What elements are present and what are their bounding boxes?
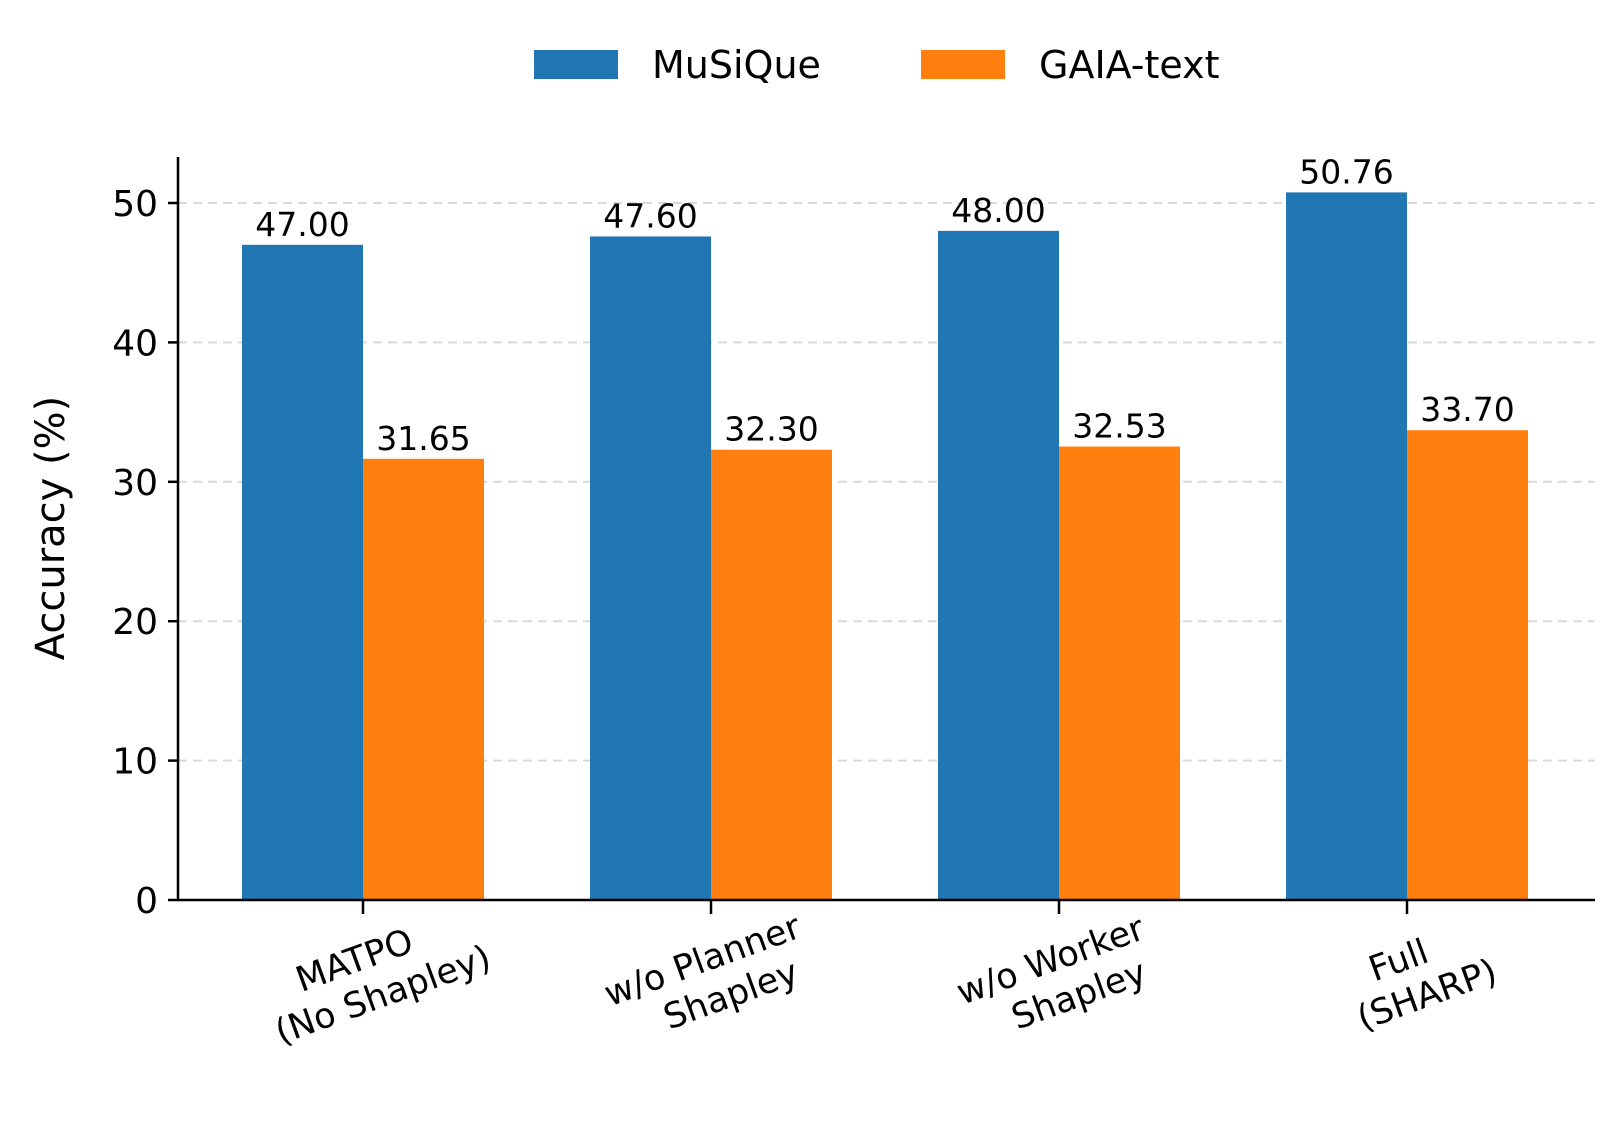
- bar-gaia-text: [711, 449, 832, 900]
- y-tick-label: 0: [135, 881, 158, 922]
- legend-label: MuSiQue: [652, 43, 821, 87]
- y-tick-label: 10: [112, 742, 158, 783]
- y-tick-label: 50: [112, 184, 158, 225]
- x-tick-label: w/o PlannerShapley: [599, 907, 821, 1055]
- bar-gaia-text: [363, 458, 484, 900]
- x-tick-label: Full(SHARP): [1338, 912, 1503, 1039]
- value-labels: 47.00 47.60 48.00 50.76 31.65 32.30 32.53 33.70: [255, 152, 1514, 457]
- x-axis-ticks: MATPO(No Shapley) w/o PlannerShapley w/o W…: [256, 899, 1503, 1055]
- y-tick-label: 20: [112, 602, 158, 643]
- bar-value-label: 32.30: [724, 410, 818, 449]
- bar-value-label: 32.53: [1072, 407, 1166, 446]
- bar-musique: [1286, 192, 1407, 901]
- legend-label: GAIA-text: [1039, 43, 1220, 87]
- bar-value-label: 48.00: [951, 191, 1045, 230]
- y-tick-label: 40: [112, 323, 158, 364]
- bar-gaia-text: [1407, 430, 1528, 900]
- grid-lines: [178, 202, 1595, 762]
- bar-value-label: 33.70: [1420, 390, 1514, 429]
- bar-musique: [590, 236, 711, 901]
- bar-musique: [242, 244, 363, 900]
- legend: MuSiQue GAIA-text: [534, 43, 1220, 87]
- y-axis-ticks: 0 10 20 30 40 50: [112, 184, 178, 922]
- y-axis-title: Accuracy (%): [28, 396, 74, 661]
- y-tick-label: 30: [112, 463, 158, 504]
- bar-value-label: 47.00: [255, 205, 349, 244]
- legend-swatch: [534, 50, 618, 79]
- bar-musique: [938, 230, 1059, 900]
- x-tick-label: w/o WorkerShapley: [952, 909, 1165, 1053]
- bar-value-label: 31.65: [376, 419, 470, 458]
- bar-gaia-text: [1059, 446, 1180, 900]
- legend-swatch: [921, 50, 1005, 79]
- x-tick-label: MATPO(No Shapley): [256, 899, 496, 1053]
- bar-value-label: 50.76: [1299, 152, 1393, 191]
- axes: [176, 157, 1595, 902]
- bars: [242, 192, 1528, 901]
- bar-value-label: 47.60: [603, 196, 697, 235]
